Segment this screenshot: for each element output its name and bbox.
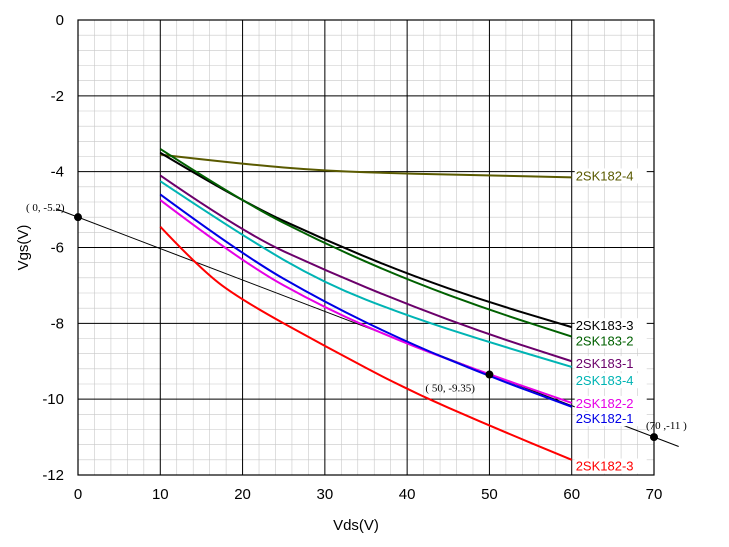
x-tick-label: 40 [399,486,416,503]
y-tick-label: -8 [51,315,64,332]
y-tick-label: 0 [56,12,64,29]
series-label-2sk183-3: 2SK183-3 [576,318,634,333]
series-label-2sk182-3: 2SK182-3 [576,459,634,474]
series-label-bg [574,373,647,389]
y-tick-label: -6 [51,240,64,257]
annotations: ( 0, -5.2) ( 50, -9.35) (70 ,-11 ) [26,202,687,442]
y-tick-label: -12 [42,467,64,484]
series-label-2sk183-4: 2SK183-4 [576,373,634,388]
x-tick-label: 60 [563,486,580,503]
x-tick-label: 0 [74,486,82,503]
x-tick-label: 50 [481,486,498,503]
x-tick-labels: 0 10 20 30 40 50 60 70 [74,486,663,503]
annotation-label: ( 0, -5.2) [26,202,65,214]
series-group [159,148,573,461]
y-tick-label: -2 [51,88,64,105]
series-line-2sk182-2 [159,199,573,404]
series-label-2sk182-1: 2SK182-1 [576,411,634,426]
x-tick-label: 20 [234,486,251,503]
y-tick-label: -4 [51,164,64,181]
major-grid [77,19,655,476]
annotation-label: ( 50, -9.35) [425,383,475,395]
series-line-2sk182-3 [159,225,573,461]
plot-frame [77,19,655,476]
series-line-2sk183-2 [159,148,573,338]
y-axis-title: Vgs(V) [15,225,32,271]
series-label-2sk182-4: 2SK182-4 [576,168,634,183]
x-tick-label: 70 [646,486,663,503]
x-tick-label: 30 [317,486,334,503]
annotation-point [74,213,82,222]
annotation-point [485,370,494,379]
series-label-bg [574,458,647,474]
series-label-2sk183-2: 2SK183-2 [576,333,634,348]
annotation-label: (70 ,-11 ) [646,420,687,432]
series-line-2sk182-4 [160,153,572,179]
series-line-2sk182-1 [159,193,573,408]
x-axis-title: Vds(V) [333,517,379,534]
series-label-bg [574,411,647,427]
x-tick-label: 10 [152,486,169,503]
series-label-bg [574,395,647,411]
series-label-2sk182-2: 2SK182-2 [576,396,634,411]
series-label-bg [574,356,647,372]
y-tick-label: -10 [42,391,64,408]
series-label-bg [574,333,647,349]
y-tick-labels: 0 -2 -4 -6 -8 -10 -12 [42,12,64,484]
series-line-2sk183-1 [159,174,573,363]
series-label-2sk183-1: 2SK183-1 [576,356,634,371]
annotation-point [650,433,658,442]
series-label-bg [574,168,647,184]
series-line-2sk183-4 [159,180,573,368]
series-label-bg [574,318,647,334]
